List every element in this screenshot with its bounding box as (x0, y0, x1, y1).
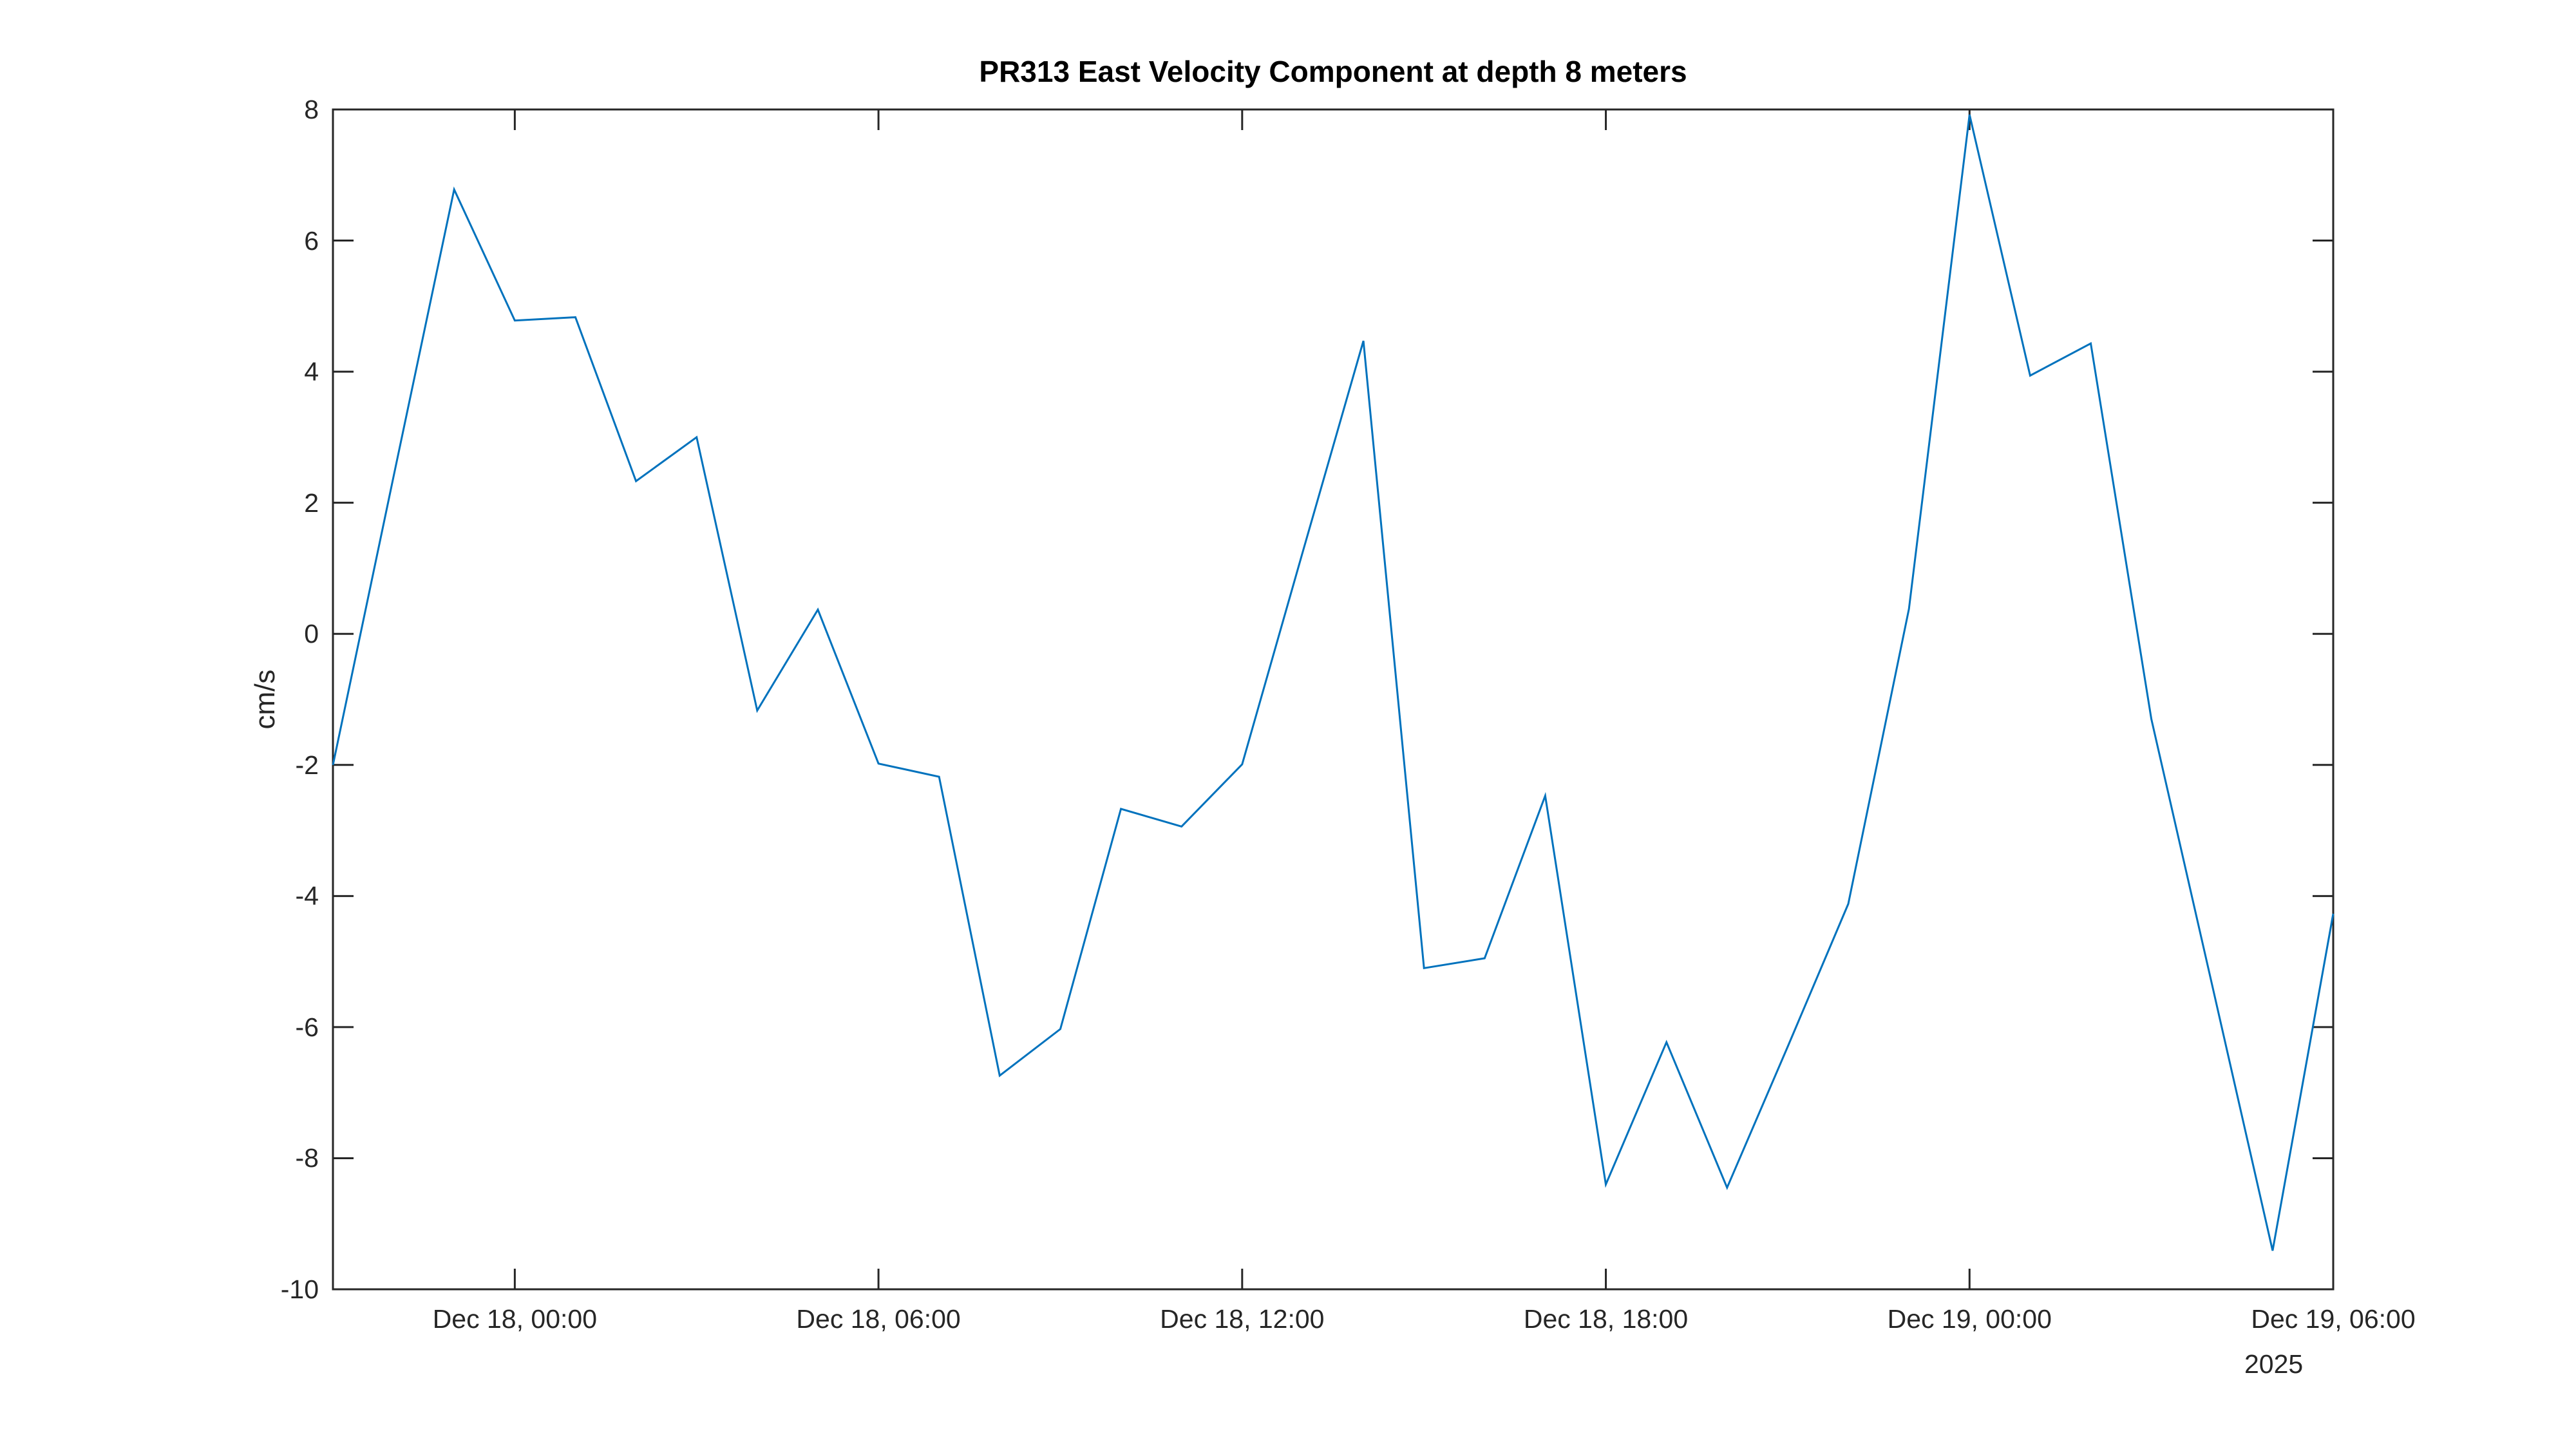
x-tick-label: Dec 18, 00:00 (432, 1304, 597, 1334)
x-tick-label: Dec 19, 06:00 (2251, 1304, 2416, 1334)
y-tick-label: 4 (304, 357, 319, 387)
y-tick-label: -4 (295, 881, 319, 911)
y-tick-label: -2 (295, 750, 319, 780)
y-tick-label: 6 (304, 225, 319, 256)
y-tick-label: 2 (304, 488, 319, 518)
x-tick-label: Dec 19, 00:00 (1887, 1304, 2052, 1334)
y-tick-label: 8 (304, 95, 319, 124)
x-tick-label: Dec 18, 18:00 (1523, 1304, 1689, 1334)
y-tick-label: 0 (304, 619, 319, 649)
y-tick-label: -10 (280, 1274, 319, 1304)
year-offset-label: 2025 (2244, 1349, 2304, 1379)
plot-frame (332, 108, 2334, 1291)
x-tick-label: Dec 18, 12:00 (1160, 1304, 1325, 1334)
data-line (332, 114, 2334, 1251)
x-tick-label: Dec 18, 06:00 (796, 1304, 961, 1334)
chart-title: PR313 East Velocity Component at depth 8… (979, 55, 1687, 88)
y-tick-label: -6 (295, 1012, 319, 1042)
y-tick-label: -8 (295, 1143, 319, 1173)
